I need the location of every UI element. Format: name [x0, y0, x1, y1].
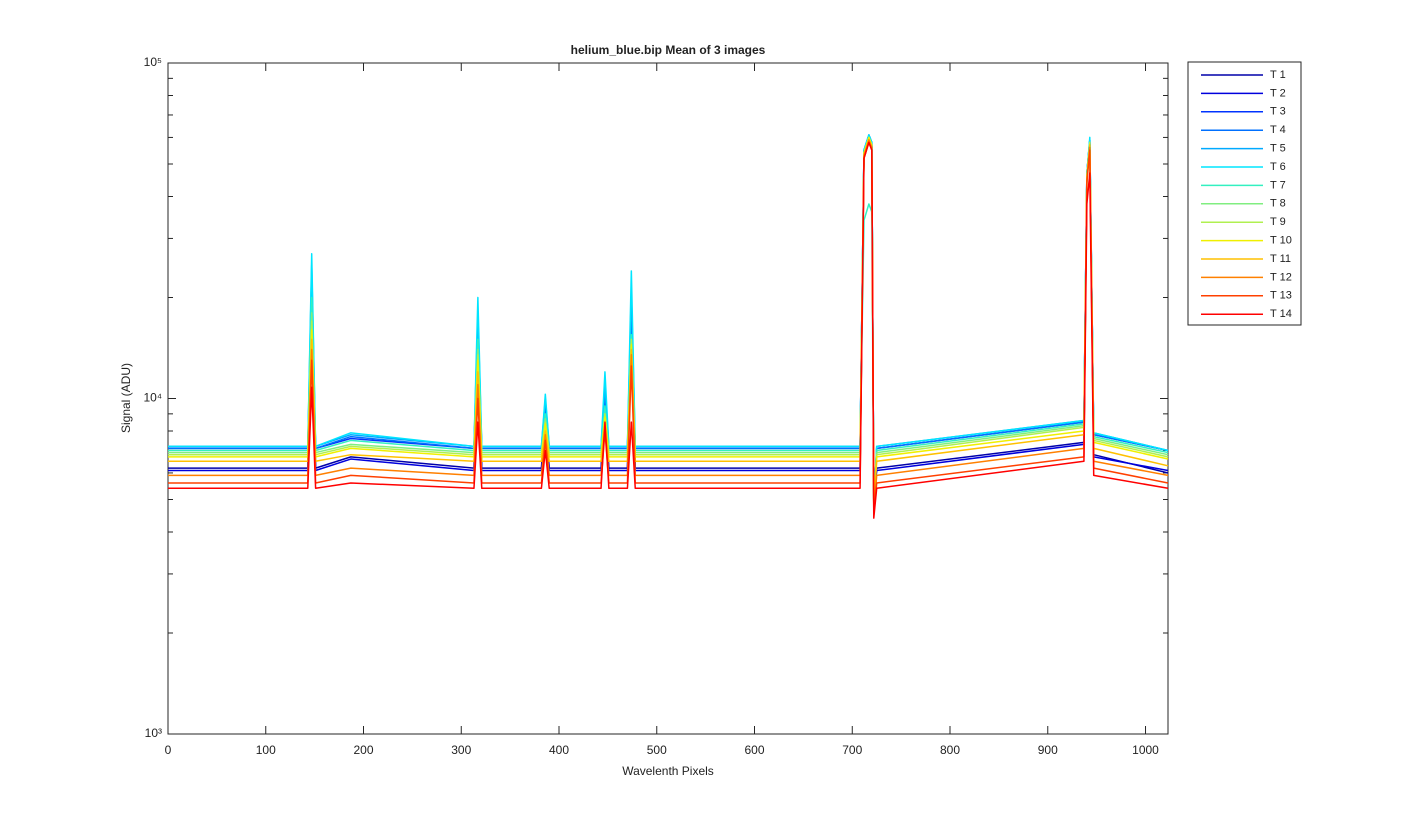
legend-label: T 7 [1270, 179, 1286, 191]
legend-label: T 14 [1270, 308, 1292, 320]
legend-label: T 3 [1270, 106, 1286, 118]
series-line [168, 136, 1169, 507]
plot-area [167, 62, 1169, 735]
x-tick-label: 900 [1038, 743, 1058, 757]
x-tick-label: 600 [744, 743, 764, 757]
legend-label: T 10 [1270, 235, 1292, 247]
series-line [168, 134, 1169, 507]
series-line [168, 141, 1169, 516]
x-tick-label: 800 [940, 743, 960, 757]
series-line [168, 136, 1169, 504]
series-line [168, 134, 1169, 507]
x-tick-label: 0 [165, 743, 172, 757]
series-line [168, 139, 1169, 510]
legend-label: T 2 [1270, 87, 1286, 99]
series-line [168, 136, 1169, 504]
legend-label: T 6 [1270, 161, 1286, 173]
series-line [168, 141, 1169, 519]
legend-label: T 8 [1270, 198, 1286, 210]
series-line [168, 136, 1169, 507]
legend-label: T 1 [1270, 69, 1286, 81]
x-axis-label: Wavelenth Pixels [622, 764, 714, 778]
series-line [168, 141, 1169, 507]
y-tick-label: 10⁴ [143, 391, 162, 405]
x-tick-label: 400 [549, 743, 569, 757]
legend-label: T 9 [1270, 216, 1286, 228]
x-tick-label: 100 [256, 743, 276, 757]
x-tick-label: 500 [647, 743, 667, 757]
legend-label: T 5 [1270, 143, 1286, 155]
x-tick-label: 200 [353, 743, 373, 757]
y-tick-label: 10⁵ [144, 55, 162, 69]
y-axis-label: Signal (ADU) [119, 363, 133, 433]
y-tick-label: 10³ [145, 726, 162, 740]
series-line [168, 136, 1169, 507]
legend-label: T 4 [1270, 124, 1286, 136]
x-tick-label: 300 [451, 743, 471, 757]
series-line [168, 139, 1169, 513]
chart-title: helium_blue.bip Mean of 3 images [571, 43, 766, 57]
legend-label: T 13 [1270, 290, 1292, 302]
legend-label: T 12 [1270, 271, 1292, 283]
x-tick-label: 700 [842, 743, 862, 757]
x-tick-label: 1000 [1132, 743, 1159, 757]
legend-label: T 11 [1270, 253, 1291, 265]
legend [1187, 61, 1302, 326]
